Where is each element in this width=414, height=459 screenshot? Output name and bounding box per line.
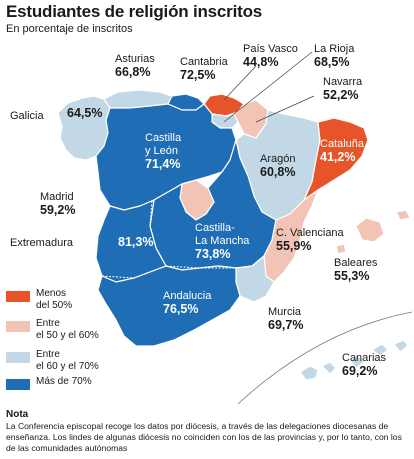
label-pais-vasco: País Vasco 44,8% <box>243 43 298 69</box>
footnote-text: La Conferencia episcopal recoge los dato… <box>6 421 402 453</box>
label-navarra: Navarra 52,2% <box>323 76 363 102</box>
region-baleares-menorca <box>395 209 411 221</box>
label-murcia: Murcia 69,7% <box>268 306 304 332</box>
leader-pais-vasco <box>223 65 257 101</box>
region-canarias-5 <box>393 339 409 353</box>
label-asturias: Asturias 66,8% <box>115 53 155 79</box>
label-castilla-mancha: Castilla- La Mancha 73,8% <box>195 222 250 261</box>
label-cataluna: Cataluña 41,2% <box>320 138 365 164</box>
region-canarias-2 <box>321 361 337 375</box>
legend-swatch <box>6 352 30 363</box>
label-aragon: Aragón 60,8% <box>260 153 296 179</box>
region-baleares <box>355 217 385 243</box>
region-castilla-leon <box>95 103 237 211</box>
legend-swatch <box>6 321 30 332</box>
canarias-inset-line <box>237 311 413 405</box>
map-subtitle: En porcentaje de inscritos <box>6 23 133 35</box>
label-extremadura-value: 81,3% <box>118 235 154 249</box>
label-baleares: Baleares 55,3% <box>334 257 378 283</box>
label-castilla-leon: Castilla y León 71,4% <box>145 132 182 171</box>
region-canarias-4 <box>371 343 389 357</box>
footnote: Nota La Conferencia episcopal recoge los… <box>6 409 410 454</box>
label-galicia-value: 64,5% <box>67 106 103 120</box>
region-canarias-3 <box>349 355 365 369</box>
label-madrid: Madrid 59,2% <box>40 191 76 217</box>
footnote-heading: Nota <box>6 409 29 420</box>
leader-la-rioja <box>223 51 313 123</box>
legend-swatch <box>6 379 30 390</box>
region-canarias-1 <box>299 365 319 381</box>
label-valenciana: C. Valenciana 55,9% <box>276 227 344 253</box>
label-cantabria: Cantabria 72,5% <box>180 56 228 82</box>
legend-swatch <box>6 291 30 302</box>
region-cataluna <box>303 117 369 201</box>
label-canarias: Canarias 69,2% <box>342 352 387 378</box>
map-title: Estudiantes de religión inscritos <box>6 2 263 21</box>
label-la-rioja: La Rioja 68,5% <box>314 43 355 69</box>
leader-navarra <box>255 95 315 123</box>
label-galicia-name: Galicia <box>10 110 44 122</box>
region-baleares-ibiza <box>335 243 347 255</box>
label-extremadura-name: Extremadura <box>10 237 73 249</box>
label-andalucia: Andalucia 76,5% <box>163 290 212 316</box>
region-valenciana <box>263 189 319 283</box>
